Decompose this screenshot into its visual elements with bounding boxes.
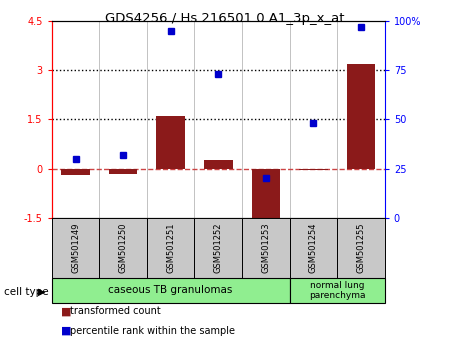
Bar (204, 160, 233, 169)
Text: ▶: ▶ (38, 287, 46, 297)
Text: percentile rank within the sample: percentile rank within the sample (70, 326, 235, 336)
Bar (337, 218, 385, 278)
Bar (194, 218, 242, 278)
Text: GSM501251: GSM501251 (166, 223, 175, 273)
Text: GDS4256 / Hs.216501.0.A1_3p_x_at: GDS4256 / Hs.216501.0.A1_3p_x_at (105, 12, 345, 25)
Text: GSM501255: GSM501255 (356, 223, 365, 273)
Bar (147, 218, 194, 278)
Bar (109, 169, 137, 173)
Bar (52, 218, 99, 278)
Text: GSM501249: GSM501249 (71, 223, 80, 273)
Text: GSM501254: GSM501254 (309, 223, 318, 273)
Text: GSM501250: GSM501250 (119, 223, 128, 273)
Text: GSM501253: GSM501253 (261, 222, 270, 273)
Text: caseous TB granulomas: caseous TB granulomas (108, 285, 233, 295)
Text: transformed count: transformed count (70, 306, 161, 316)
Text: cell type: cell type (4, 287, 49, 297)
Bar (157, 116, 185, 169)
Bar (346, 64, 375, 169)
Bar (252, 169, 280, 224)
Bar (99, 218, 147, 278)
Bar (242, 218, 290, 278)
Bar (52, 278, 290, 303)
Text: GSM501252: GSM501252 (214, 223, 223, 273)
Text: normal lung
parenchyma: normal lung parenchyma (309, 281, 365, 300)
Bar (290, 278, 385, 303)
Bar (61, 169, 90, 175)
Bar (299, 169, 328, 170)
Text: ■: ■ (61, 326, 71, 336)
Text: ■: ■ (61, 306, 71, 316)
Bar (290, 218, 337, 278)
